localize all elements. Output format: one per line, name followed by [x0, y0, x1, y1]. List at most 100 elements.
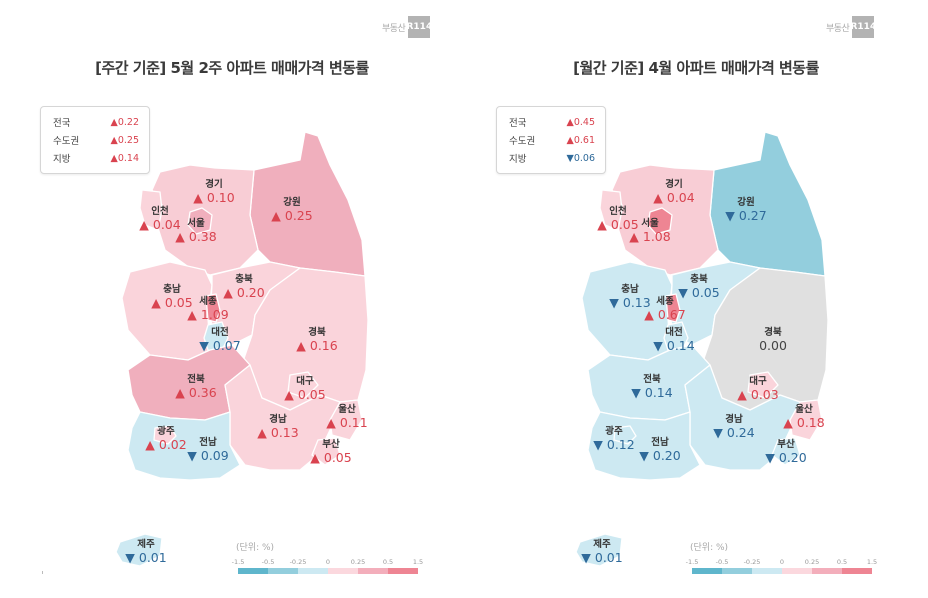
region-gwangju — [153, 425, 177, 445]
region-name: 부산 — [322, 439, 340, 450]
summary-row-local: 지방 ▼0.06 — [509, 152, 595, 166]
region-incheon — [139, 189, 163, 231]
brand-logo: 부동산 R114 — [382, 16, 432, 38]
region-value: ▼ 0.14 — [631, 384, 673, 400]
label-jeonbuk: 전북 ▲ 0.36 — [175, 375, 216, 399]
label-chungnam: 충남 ▲ 0.05 — [151, 285, 192, 309]
region-jeju — [575, 533, 623, 567]
region-name: 제주 — [593, 539, 611, 550]
region-name: 경남 — [269, 414, 287, 425]
label-jeonbuk: 전북 ▼ 0.14 — [631, 375, 672, 399]
region-name: 충북 — [235, 274, 253, 285]
region-value: ▲ 0.05 — [310, 449, 352, 465]
region-name: 대구 — [296, 376, 314, 387]
region-name: 경기 — [665, 179, 683, 190]
region-daegu — [747, 371, 779, 399]
region-jeju — [115, 533, 163, 567]
region-value: ▲ 0.38 — [175, 228, 217, 244]
region-value: ▲ 1.09 — [187, 306, 229, 322]
region-name: 전남 — [651, 437, 669, 448]
scale-ticks: -1.5 -0.5 -0.25 0 0.25 0.5 1.5 — [232, 558, 424, 568]
label-gangwon: 강원 ▲ 0.25 — [271, 198, 312, 222]
region-name: 세종 — [199, 296, 217, 307]
region-name: 전북 — [643, 374, 661, 385]
scale-tick: -0.25 — [289, 558, 307, 566]
region-value: ▼ 0.12 — [593, 436, 635, 452]
label-daegu: 대구 ▲ 0.05 — [284, 377, 325, 401]
region-name: 경기 — [205, 179, 223, 190]
summary-row-capital: 수도권 ▲0.61 — [509, 134, 595, 148]
region-name: 충남 — [163, 284, 181, 295]
color-scale-bar — [238, 568, 418, 574]
page-title: [주간 기준] 5월 2주 아파트 매매가격 변동률 — [95, 59, 369, 77]
region-busan — [311, 437, 341, 466]
scale-tick: -1.5 — [685, 558, 699, 566]
region-sejong — [665, 293, 681, 323]
region-value: ▼ 0.24 — [713, 424, 755, 440]
monthly-panel: 부동산 R114 [월간 기준] 4월 아파트 매매가격 변동률 전국 — [464, 0, 928, 598]
region-value: ▼ 0.20 — [765, 449, 807, 465]
label-seoul: 서울 ▲ 0.38 — [175, 219, 216, 243]
scale-tick: 0.25 — [804, 558, 820, 566]
region-value: ▲ 0.20 — [223, 284, 265, 300]
brand-text: 부동산 — [382, 23, 406, 34]
scale-tick: 0 — [325, 558, 331, 566]
label-daejeon: 대전 ▼ 0.07 — [199, 328, 240, 352]
color-scale-bar — [692, 568, 872, 574]
region-value: ▲ 0.05 — [151, 294, 193, 310]
label-ulsan: 울산 ▲ 0.18 — [783, 405, 824, 429]
region-value: ▲ 0.16 — [296, 337, 338, 353]
region-value: ▲ 0.04 — [653, 189, 695, 205]
korea-map — [115, 131, 369, 567]
label-gyeongnam: 경남 ▼ 0.24 — [713, 415, 754, 439]
scale-ticks: -1.5 -0.5 -0.25 0 0.25 0.5 1.5 — [686, 558, 878, 568]
label-jeonnam: 전남 ▼ 0.09 — [187, 438, 228, 462]
label-jeju: 제주 ▼ 0.01 — [125, 540, 166, 564]
label-gwangju: 광주 ▲ 0.02 — [145, 427, 186, 451]
label-sejong: 세종 ▲ 0.67 — [644, 297, 685, 321]
label-daegu: 대구 ▲ 0.03 — [737, 377, 778, 401]
region-value: ▲ 1.08 — [629, 228, 671, 244]
scale-tick: 0.25 — [350, 558, 366, 566]
label-incheon: 인천 ▲ 0.05 — [597, 207, 638, 231]
region-name: 인천 — [151, 206, 169, 217]
region-gangwon — [709, 131, 826, 277]
region-name: 강원 — [283, 197, 301, 208]
region-value: ▼ 0.01 — [125, 549, 167, 565]
region-value: ▼ 0.05 — [678, 284, 720, 300]
region-name: 서울 — [187, 218, 205, 229]
region-busan — [771, 437, 801, 466]
region-value: ▲ 0.11 — [326, 414, 368, 430]
region-name: 충남 — [621, 284, 639, 295]
region-name: 대전 — [665, 327, 683, 338]
label-incheon: 인천 ▲ 0.04 — [139, 207, 180, 231]
scale-tick: 0.5 — [382, 558, 394, 566]
label-gwangju: 광주 ▼ 0.12 — [593, 427, 634, 451]
region-value: ▲ 0.05 — [284, 386, 326, 402]
label-jeju: 제주 ▼ 0.01 — [581, 540, 622, 564]
region-value: ▲ 0.04 — [139, 216, 181, 232]
region-ulsan — [329, 399, 363, 441]
region-value: ▲ 0.03 — [737, 386, 779, 402]
region-value: ▲ 0.05 — [597, 216, 639, 232]
region-gangwon — [249, 131, 366, 277]
region-seoul — [647, 207, 673, 235]
scale-tick: 0.5 — [836, 558, 848, 566]
brand-r114-icon: R114 — [850, 16, 876, 38]
label-daejeon: 대전 ▼ 0.14 — [653, 328, 694, 352]
label-gyeonggi: 경기 ▲ 0.10 — [193, 180, 234, 204]
label-ulsan: 울산 ▲ 0.11 — [326, 405, 367, 429]
scale-tick: 1.5 — [866, 558, 878, 566]
decorative-dot — [42, 571, 43, 574]
label-busan: 부산 ▼ 0.20 — [765, 440, 806, 464]
summary-row-nation: 전국 ▲0.45 — [509, 116, 595, 130]
region-name: 전남 — [199, 437, 217, 448]
region-name: 울산 — [338, 404, 356, 415]
region-value: ▼ 0.14 — [653, 337, 695, 353]
region-name: 경남 — [725, 414, 743, 425]
brand-text: 부동산 — [826, 23, 850, 34]
region-gwangju — [613, 425, 637, 445]
region-value: ▲ 0.10 — [193, 189, 235, 205]
region-name: 강원 — [737, 197, 755, 208]
region-name: 경북 — [764, 327, 782, 338]
